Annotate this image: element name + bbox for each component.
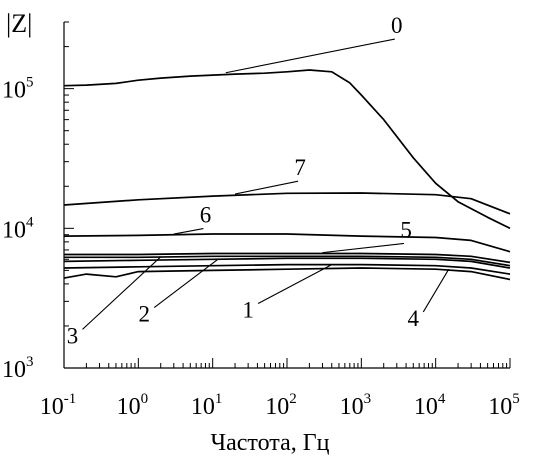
curve-4 [63,267,511,281]
curve-label-7: 7 [294,155,306,180]
curve-label-6: 6 [200,203,212,228]
tick-labels: 10-1 100 101 102 103 104 105 103 104 105 [2,75,520,420]
curve-2 [63,257,511,269]
y-axis-label: |Z| [6,9,32,38]
curve-7 [63,192,511,215]
x-axis-label: Частота, Гц [211,430,330,456]
leader-line-6 [173,227,204,235]
x-tick-label: 103 [340,391,372,420]
y-tick-label: 103 [2,354,34,383]
leader-line-1 [257,264,333,304]
curve-6 [63,233,511,253]
x-tick-label: 105 [488,391,520,420]
curve-label-4: 4 [408,306,420,331]
curve-3 [64,255,511,267]
x-tick-label: 102 [265,391,297,420]
leader-line-5 [322,242,405,254]
curves [63,69,511,281]
x-tick-label: 104 [414,391,446,420]
curve-0 [63,69,511,230]
ticks [63,21,511,369]
leader-line-2 [153,258,219,309]
x-tick-label: 10-1 [40,391,77,420]
curve-5 [64,252,511,264]
leader-line-0 [225,38,395,74]
curve-label-1: 1 [242,297,254,322]
y-tick-label: 105 [2,75,34,104]
x-tick-label: 100 [117,391,149,420]
leader-line-3 [82,256,162,330]
curve-labels: 0 7 6 5 3 2 1 4 [67,13,450,348]
leader-line-7 [234,180,299,195]
curve-label-3: 3 [67,323,79,348]
curve-label-0: 0 [391,13,403,38]
y-tick-label: 104 [2,214,34,243]
curve-label-5: 5 [400,217,412,242]
leader-line-4 [422,268,450,313]
x-tick-label: 101 [191,391,223,420]
curve-label-2: 2 [138,302,150,327]
